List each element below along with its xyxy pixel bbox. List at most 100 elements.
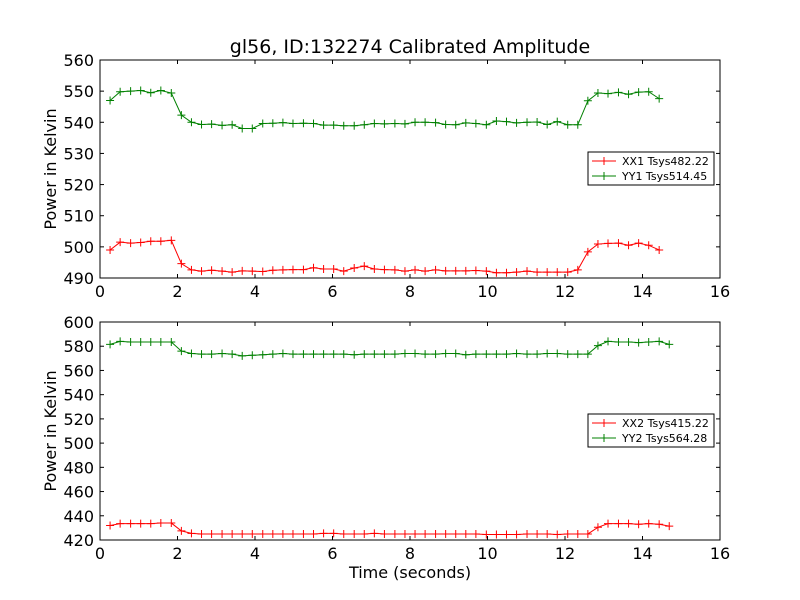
data-point [573, 265, 582, 274]
data-point [167, 236, 176, 245]
data-point [431, 529, 440, 538]
data-point [441, 529, 450, 538]
data-point [655, 337, 664, 346]
data-point [360, 262, 369, 271]
data-point [228, 120, 237, 129]
data-point [288, 265, 297, 274]
y-tick-label: 600 [63, 313, 94, 332]
data-point [218, 121, 227, 130]
data-point [238, 529, 247, 538]
data-point [583, 96, 592, 105]
data-point [106, 96, 115, 105]
data-point [207, 266, 216, 275]
data-point [411, 349, 420, 358]
data-point [400, 529, 409, 538]
data-point [339, 121, 348, 130]
legend-box [587, 413, 715, 448]
data-point [207, 120, 216, 129]
data-point [563, 268, 572, 277]
data-point [421, 529, 430, 538]
data-point [471, 266, 480, 275]
data-point [187, 349, 196, 358]
data-point [248, 267, 257, 276]
x-tick-label: 16 [710, 544, 730, 563]
data-point [278, 265, 287, 274]
data-point [431, 118, 440, 127]
data-point [644, 241, 653, 250]
data-point [350, 350, 359, 359]
data-point [258, 529, 267, 538]
data-point [248, 124, 257, 133]
data-point [441, 349, 450, 358]
data-point [543, 268, 552, 277]
y-tick-label: 460 [63, 483, 94, 502]
y-tick-label: 520 [63, 176, 94, 195]
data-point [441, 120, 450, 129]
data-point [604, 337, 613, 346]
x-tick-label: 8 [405, 544, 415, 563]
data-point [451, 120, 460, 129]
data-point [492, 350, 501, 359]
data-point [329, 264, 338, 273]
data-point [116, 519, 125, 528]
x-tick-label: 10 [477, 282, 497, 301]
data-point [634, 338, 643, 347]
data-point [400, 119, 409, 128]
data-point [360, 350, 369, 359]
data-point [156, 337, 165, 346]
data-point [339, 350, 348, 359]
data-point [187, 118, 196, 127]
x-tick-label: 4 [250, 282, 260, 301]
data-point [177, 526, 186, 535]
data-point [400, 349, 409, 358]
data-point [339, 529, 348, 538]
data-point [136, 519, 145, 528]
data-point [197, 350, 206, 359]
data-point [156, 237, 165, 246]
data-point [411, 529, 420, 538]
x-tick-label: 14 [632, 544, 652, 563]
data-point [268, 119, 277, 128]
data-point [126, 239, 135, 248]
data-point [553, 268, 562, 277]
data-point [634, 520, 643, 529]
data-point [207, 529, 216, 538]
legend-marker [600, 157, 608, 165]
y-tick-label: 490 [63, 269, 94, 288]
data-point [512, 118, 521, 127]
data-point [146, 237, 155, 246]
data-point [431, 265, 440, 274]
data-point [593, 523, 602, 532]
data-point [533, 117, 542, 126]
data-point [309, 529, 318, 538]
data-point [614, 337, 623, 346]
data-point [380, 350, 389, 359]
data-point [655, 520, 664, 529]
data-point [482, 530, 491, 539]
y-tick-label: 520 [63, 410, 94, 429]
data-point [268, 266, 277, 275]
data-point [471, 350, 480, 359]
data-point [228, 268, 237, 277]
data-point [197, 267, 206, 276]
data-point [339, 267, 348, 276]
data-point [461, 118, 470, 127]
y-tick-label: 440 [63, 507, 94, 526]
data-point [309, 119, 318, 128]
data-point [502, 530, 511, 539]
bottom-panel: 0 2 4 6 8 10 12 14 16 420 440 460 480 500 520 540 560 580… [41, 313, 730, 563]
data-point [390, 529, 399, 538]
data-point [512, 530, 521, 539]
y-tick-label: 500 [63, 434, 94, 453]
x-tick-label: 0 [95, 282, 105, 301]
data-point [390, 350, 399, 359]
x-tick-label: 0 [95, 544, 105, 563]
data-point [238, 266, 247, 275]
data-point [167, 337, 176, 346]
data-point [614, 519, 623, 528]
data-point [299, 350, 308, 359]
data-point [461, 529, 470, 538]
data-point [431, 350, 440, 359]
data-point [197, 529, 206, 538]
legend: XX2 Tsys415.22 YY2 Tsys564.28 [587, 413, 715, 448]
